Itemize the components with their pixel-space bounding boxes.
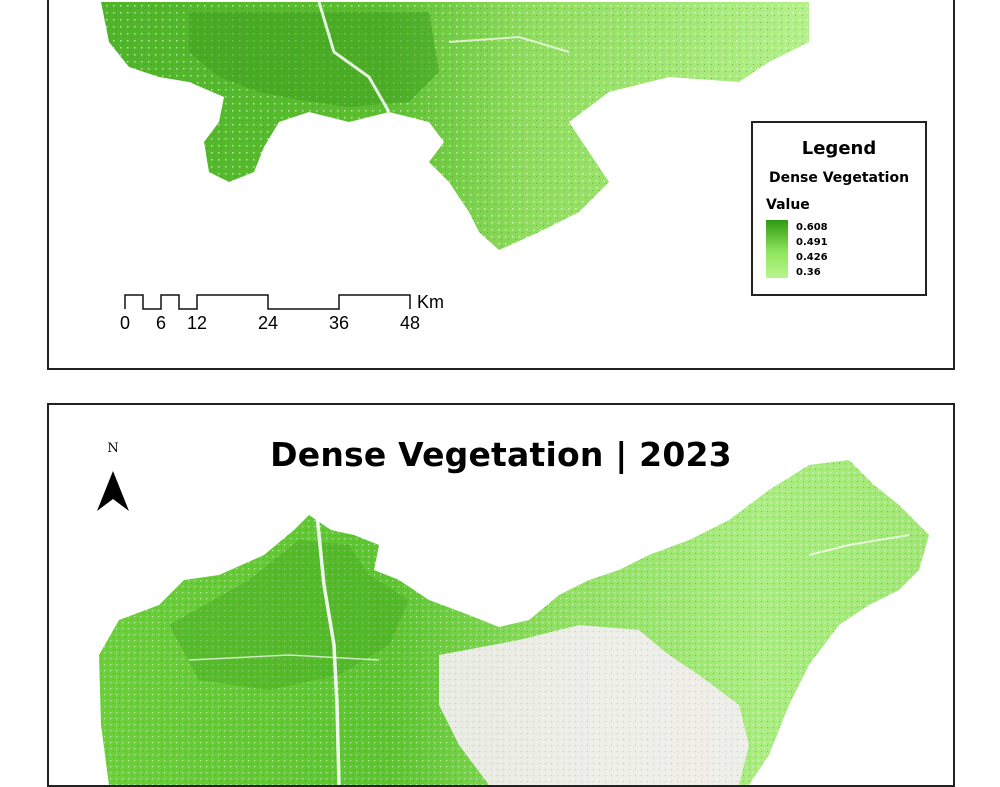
legend-tick-3: 0.426 xyxy=(796,252,828,263)
scale-bar-graphic xyxy=(124,294,411,310)
map-title: Dense Vegetation | 2023 xyxy=(270,435,732,474)
scale-label-12: 12 xyxy=(186,313,208,333)
vegetation-map-bottom xyxy=(99,460,929,785)
north-label: N xyxy=(107,441,119,456)
scale-unit: Km xyxy=(417,292,444,312)
vegetation-map-top xyxy=(101,1,809,250)
dense-core-bottom xyxy=(169,540,409,690)
scale-label-0: 0 xyxy=(119,313,131,333)
scale-label-36: 36 xyxy=(328,313,350,333)
map-panel-bottom: Dense Vegetation | 2023 N xyxy=(47,403,955,787)
legend-value-label: Value xyxy=(766,197,810,213)
legend-tick-min: 0.36 xyxy=(796,267,821,278)
legend: Legend Dense Vegetation Value 0.608 0.49… xyxy=(751,121,927,296)
legend-color-ramp xyxy=(766,220,788,278)
map-panel-top: Legend Dense Vegetation Value 0.608 0.49… xyxy=(47,0,955,370)
legend-layer-name: Dense Vegetation xyxy=(768,170,910,186)
legend-tick-max: 0.608 xyxy=(796,222,828,233)
dense-core-top xyxy=(189,12,439,107)
legend-title: Legend xyxy=(801,138,877,159)
scale-label-24: 24 xyxy=(257,313,279,333)
north-arrow: N xyxy=(93,441,133,513)
legend-tick-2: 0.491 xyxy=(796,237,828,248)
north-arrow-icon xyxy=(97,471,129,511)
scale-label-48: 48 xyxy=(399,313,421,333)
scale-bar: 0 6 12 24 36 48 Km xyxy=(119,288,461,338)
scale-label-6: 6 xyxy=(155,313,167,333)
